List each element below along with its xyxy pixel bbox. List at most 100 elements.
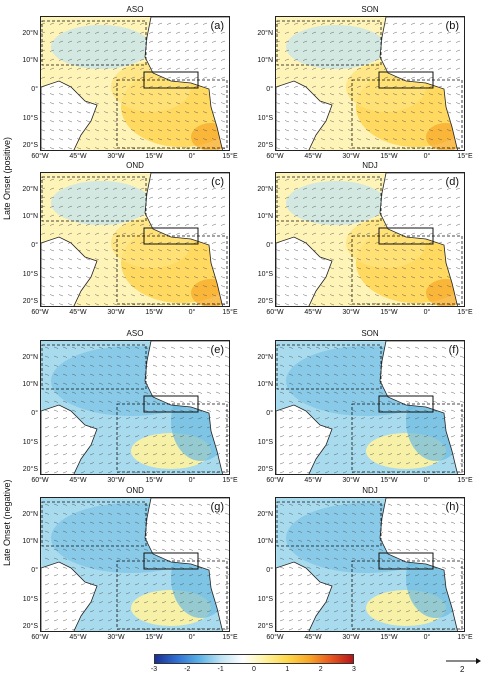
longitude-label: 15°E: [457, 153, 473, 160]
colorbar: [154, 654, 354, 664]
map-panel: ASO (a) 20°N 10°N 0° 10°S 20°S 60°W 45°W 30°W 15°W…: [22, 5, 237, 160]
colorbar-tick-label: -1: [217, 666, 224, 673]
longitude-label: 15°E: [222, 477, 238, 484]
latitude-label: 20°S: [257, 142, 273, 149]
latitude-label: 10°S: [257, 596, 273, 603]
south-america-landmass: [276, 80, 333, 150]
latitude-label: 20°S: [257, 298, 273, 305]
longitude-label: 0°: [423, 309, 431, 316]
longitude-label: 45°W: [69, 309, 87, 316]
longitude-label: 15°E: [457, 309, 473, 316]
anomaly-map: (e): [40, 340, 230, 475]
anomaly-map: (b): [275, 16, 465, 151]
longitude-label: 45°W: [304, 309, 322, 316]
south-region-box: [116, 403, 228, 473]
anomaly-map: (g): [40, 497, 230, 632]
latitude-label: 20°S: [257, 623, 273, 630]
south-region-box: [116, 560, 228, 630]
latitude-label: 10°S: [22, 271, 38, 278]
latitude-label: 20°N: [22, 30, 38, 37]
latitude-label: 10°N: [257, 213, 273, 220]
longitude-label: 60°W: [31, 634, 49, 641]
latitude-label: 0°: [266, 242, 273, 249]
north-region-box: [276, 176, 382, 222]
north-region-box: [276, 344, 382, 390]
longitude-label: 45°W: [69, 153, 87, 160]
equatorial-box: [143, 552, 199, 570]
equatorial-box: [378, 395, 434, 413]
anomaly-map: (a): [40, 16, 230, 151]
longitude-label: 60°W: [266, 634, 284, 641]
africa-landmass: [144, 173, 229, 306]
latitude-label: 0°: [31, 242, 38, 249]
panel-label: (g): [209, 501, 225, 513]
reference-arrow-icon: [446, 658, 481, 664]
longitude-label: 45°W: [69, 477, 87, 484]
map-panel: SON (b) 20°N 10°N 0° 10°S 20°S 60°W 45°W 30°W 15°W…: [257, 5, 472, 160]
latitude-label: 0°: [266, 567, 273, 574]
panel-season-title: OND: [126, 486, 144, 495]
africa-landmass: [379, 17, 464, 150]
latitude-label: 0°: [266, 86, 273, 93]
longitude-label: 60°W: [266, 153, 284, 160]
south-america-landmass: [276, 236, 333, 306]
map-panel: OND (c) 20°N 10°N 0° 10°S 20°S 60°W 45°W 30°W 15°W…: [22, 161, 237, 316]
south-america-landmass: [41, 404, 98, 474]
longitude-label: 15°E: [457, 634, 473, 641]
north-region-box: [41, 344, 147, 390]
longitude-label: 0°: [423, 477, 431, 484]
south-region-box: [116, 235, 228, 305]
latitude-label: 10°S: [22, 596, 38, 603]
latitude-label: 10°S: [22, 115, 38, 122]
longitude-label: 60°W: [31, 309, 49, 316]
map-panel: SON (f) 20°N 10°N 0° 10°S 20°S 60°W 45°W 30°W 15°W…: [257, 329, 472, 484]
anomaly-map: (h): [275, 497, 465, 632]
row-label-positive: Late Onset (positive): [2, 136, 12, 220]
longitude-label: 30°W: [342, 153, 360, 160]
panel-label: (d): [444, 176, 460, 188]
equatorial-box: [378, 227, 434, 245]
longitude-label: 15°W: [145, 477, 163, 484]
africa-landmass: [379, 173, 464, 306]
longitude-label: 60°W: [31, 477, 49, 484]
latitude-label: 10°S: [22, 439, 38, 446]
longitude-label: 0°: [188, 477, 196, 484]
south-region-box: [351, 560, 463, 630]
latitude-label: 20°N: [257, 511, 273, 518]
latitude-label: 0°: [31, 86, 38, 93]
latitude-label: 10°N: [257, 57, 273, 64]
latitude-label: 10°S: [257, 271, 273, 278]
longitude-label: 0°: [188, 153, 196, 160]
south-america-landmass: [276, 561, 333, 631]
longitude-label: 15°W: [145, 634, 163, 641]
latitude-label: 20°N: [22, 511, 38, 518]
south-region-box: [116, 79, 228, 149]
south-america-landmass: [276, 404, 333, 474]
colorbar-tick-label: -3: [150, 666, 158, 673]
latitude-label: 0°: [266, 410, 273, 417]
latitude-label: 20°N: [257, 30, 273, 37]
latitude-label: 20°S: [22, 142, 38, 149]
map-panel: NDJ (d) 20°N 10°N 0° 10°S 20°S 60°W 45°W 30°W 15°W…: [257, 161, 472, 316]
latitude-label: 20°S: [22, 623, 38, 630]
longitude-label: 30°W: [107, 153, 125, 160]
south-region-box: [351, 235, 463, 305]
longitude-label: 60°W: [266, 309, 284, 316]
latitude-label: 10°N: [22, 381, 38, 388]
latitude-label: 10°N: [257, 538, 273, 545]
latitude-label: 10°S: [257, 439, 273, 446]
anomaly-map: (c): [40, 172, 230, 307]
panel-label: (c): [210, 176, 225, 188]
longitude-label: 30°W: [107, 477, 125, 484]
panel-season-title: NDJ: [362, 161, 378, 170]
equatorial-box: [378, 552, 434, 570]
latitude-label: 0°: [31, 567, 38, 574]
longitude-label: 30°W: [342, 477, 360, 484]
longitude-label: 45°W: [304, 153, 322, 160]
north-region-box: [276, 501, 382, 547]
anomaly-map: (d): [275, 172, 465, 307]
row-label-negative: Late Onset (negative): [2, 479, 12, 566]
panel-label: (b): [444, 20, 460, 32]
reference-arrow-label: 2: [460, 665, 465, 674]
panel-season-title: ASO: [126, 329, 144, 338]
